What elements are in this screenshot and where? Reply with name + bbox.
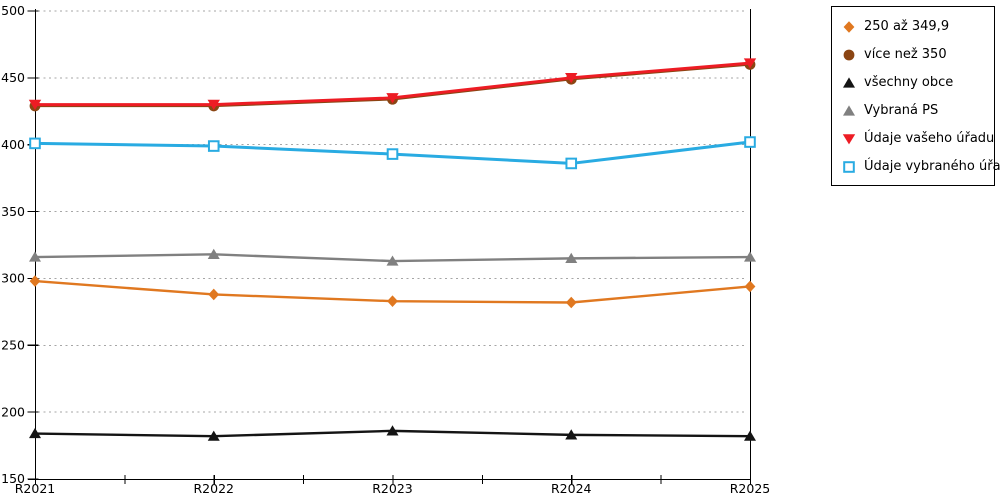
legend-item: Údaje vašeho úřadu: [842, 124, 994, 152]
data-point-marker: [208, 288, 220, 301]
triangle-down-legend-icon: [842, 131, 856, 145]
legend-item: Údaje vybraného úřadu: [842, 152, 1000, 180]
circle-legend-icon: [842, 47, 856, 61]
data-point-marker: [29, 275, 41, 287]
legend-item-label: Údaje vašeho úřadu: [864, 130, 995, 146]
data-point-marker: [28, 99, 42, 110]
data-point-marker: [386, 93, 399, 104]
y-axis-tick-label: 200: [1, 404, 25, 419]
data-point-marker: [843, 49, 855, 61]
data-point-marker: [386, 425, 399, 436]
data-point-marker: [743, 58, 757, 69]
x-axis-tick-label: R2021: [15, 481, 56, 496]
data-point-marker: [386, 148, 399, 160]
triangle-up-legend-icon: [842, 103, 856, 117]
legend-item: více než 350: [842, 40, 990, 68]
data-point-marker: [843, 161, 855, 173]
y-axis-tick-label: 300: [1, 271, 25, 286]
data-point-marker: [843, 21, 855, 33]
data-point-marker: [565, 429, 578, 440]
y-axis-tick-label: 400: [1, 137, 25, 152]
diamond-legend-icon: [842, 19, 856, 33]
legend-item-label: všechny obce: [864, 74, 954, 90]
data-point-marker: [842, 134, 856, 145]
legend-item: všechny obce: [842, 68, 990, 96]
data-point-marker: [843, 105, 855, 116]
y-axis-tick-label: 450: [1, 70, 25, 85]
series-1: [29, 275, 756, 309]
data-point-marker: [207, 248, 220, 259]
data-point-marker: [207, 99, 220, 110]
x-axis-tick-label: R2023: [372, 481, 413, 496]
data-point-marker: [744, 280, 756, 293]
data-point-marker: [565, 73, 578, 84]
data-point-marker: [29, 427, 41, 439]
y-axis-tick-label: 250: [1, 337, 25, 352]
chart-legend: 250 až 349,9 více než 350 všechny obce Vybr…: [831, 6, 1000, 186]
data-point-marker: [207, 430, 220, 441]
data-point-marker: [29, 137, 41, 150]
data-point-marker: [565, 157, 578, 170]
triangle-up-legend-icon: [842, 75, 856, 89]
legend-item: Vybraná PS: [842, 96, 990, 124]
series-6: [29, 136, 756, 170]
data-point-marker: [744, 136, 756, 148]
data-point-marker: [386, 255, 399, 266]
series-3: [29, 425, 756, 441]
series-4: [29, 248, 756, 266]
data-point-marker: [387, 295, 398, 307]
legend-item-label: 250 až 349,9: [864, 18, 950, 34]
data-point-marker: [565, 252, 578, 263]
y-axis-tick-label: 150: [1, 471, 25, 486]
x-axis-tick-label: R2025: [730, 481, 771, 496]
data-point-marker: [843, 77, 855, 88]
data-point-marker: [29, 251, 41, 262]
series-5: [28, 58, 757, 110]
x-axis-tick-label: R2022: [194, 481, 235, 496]
y-axis-tick-label: 500: [1, 3, 25, 18]
legend-item-label: Vybraná PS: [864, 102, 939, 118]
data-point-marker: [744, 251, 756, 262]
x-axis-tick-label: R2024: [551, 481, 592, 496]
square-open-legend-icon: [842, 159, 856, 173]
legend-item-label: více než 350: [864, 46, 947, 62]
data-point-marker: [565, 296, 577, 309]
y-axis-tick-label: 350: [1, 204, 25, 219]
legend-item: 250 až 349,9: [842, 12, 990, 40]
legend-item-label: Údaje vybraného úřadu: [864, 158, 1000, 174]
data-point-marker: [207, 140, 220, 152]
data-point-marker: [744, 430, 756, 441]
